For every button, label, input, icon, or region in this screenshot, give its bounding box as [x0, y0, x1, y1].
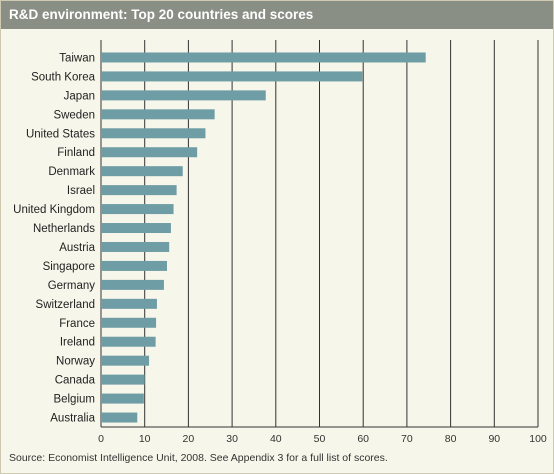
category-label: Singapore [43, 261, 95, 273]
category-label: South Korea [31, 71, 96, 83]
category-label: United Kingdom [13, 204, 95, 216]
bar-netherlands [101, 223, 171, 234]
category-label: Finland [57, 147, 95, 159]
bar-singapore [101, 260, 167, 271]
bar-south-korea [101, 71, 363, 82]
bar-israel [101, 185, 177, 196]
x-tick-label: 10 [139, 433, 151, 445]
bar-austria [101, 241, 170, 252]
x-tick-label: 80 [445, 433, 457, 445]
bar-ireland [101, 336, 156, 347]
bar-denmark [101, 166, 183, 177]
category-label: Belgium [53, 394, 95, 406]
category-label: Denmark [48, 166, 95, 178]
bar-canada [101, 374, 145, 385]
x-tick-label: 60 [357, 433, 369, 445]
bar-norway [101, 355, 150, 366]
category-label: United States [26, 128, 95, 140]
category-label: Austria [59, 242, 95, 254]
x-tick-label: 90 [488, 433, 500, 445]
bar-united-states [101, 128, 206, 139]
category-label: Ireland [60, 337, 95, 349]
bar-united-kingdom [101, 204, 174, 215]
bar-belgium [101, 393, 144, 404]
category-label: Canada [55, 375, 96, 387]
category-label: Netherlands [33, 223, 95, 235]
category-label: Japan [64, 90, 95, 102]
source-note: Source: Economist Intelligence Unit, 200… [9, 452, 388, 464]
category-label: Australia [50, 413, 95, 425]
x-tick-label: 40 [270, 433, 282, 445]
title-bar: R&D environment: Top 20 countries and sc… [1, 1, 553, 29]
x-tick-label: 70 [401, 433, 413, 445]
category-label: Israel [67, 185, 95, 197]
x-tick-label: 30 [226, 433, 238, 445]
x-tick-label: 100 [529, 433, 547, 445]
bar-finland [101, 147, 198, 158]
bar-france [101, 317, 157, 328]
x-tick-label: 50 [314, 433, 326, 445]
category-label: Germany [48, 280, 96, 292]
bar-taiwan [101, 52, 426, 63]
bar-germany [101, 279, 164, 290]
category-label: Norway [56, 356, 95, 368]
bar-australia [101, 412, 138, 423]
category-label: Sweden [53, 109, 95, 121]
bar-switzerland [101, 298, 157, 309]
category-label: Switzerland [36, 299, 95, 311]
x-tick-label: 20 [183, 433, 195, 445]
x-tick-label: 0 [98, 433, 104, 445]
category-label: Taiwan [59, 52, 95, 64]
category-label: France [59, 318, 95, 330]
bar-japan [101, 90, 266, 101]
chart-title: R&D environment: Top 20 countries and sc… [9, 7, 314, 22]
bar-sweden [101, 109, 215, 120]
